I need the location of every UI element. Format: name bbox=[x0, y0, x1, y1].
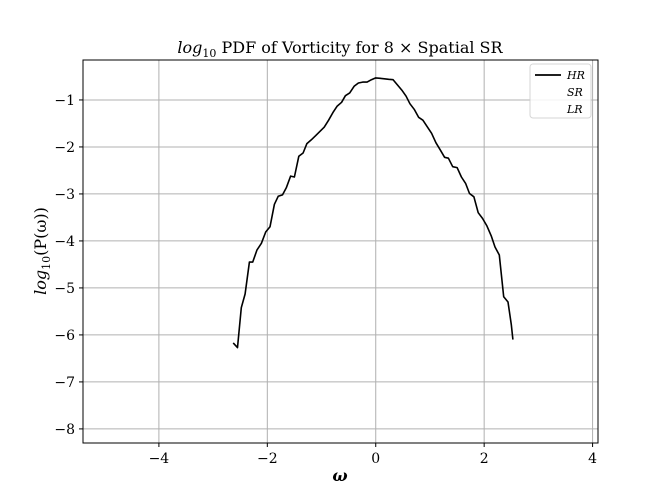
x-tick-label: 2 bbox=[480, 451, 489, 467]
axes-frame bbox=[82, 59, 599, 444]
x-axis-label: ω bbox=[332, 466, 347, 485]
x-tick-label: −2 bbox=[257, 451, 278, 467]
series-line-hr bbox=[232, 77, 514, 349]
ylabel-log: log bbox=[31, 270, 50, 295]
x-tick-label: 4 bbox=[588, 451, 597, 467]
y-axis-label: log10(P(ω)) bbox=[31, 207, 53, 295]
legend-label-lr: LR bbox=[566, 103, 583, 116]
legend-label-sr: SR bbox=[567, 86, 583, 99]
ylabel-rest: (P(ω)) bbox=[31, 207, 50, 256]
y-tick-label: −6 bbox=[54, 328, 75, 344]
ylabel-log-subscript: 10 bbox=[40, 256, 53, 270]
tick-marks bbox=[79, 99, 594, 447]
legend-label-hr: HR bbox=[566, 69, 585, 82]
y-tick-label: −2 bbox=[54, 140, 75, 156]
y-tick-label: −8 bbox=[54, 422, 75, 438]
legend-box bbox=[529, 63, 592, 119]
chart-title: log10 PDF of Vorticity for 8 × Spatial S… bbox=[177, 38, 503, 60]
y-tick-label: −1 bbox=[54, 93, 75, 109]
series-layer bbox=[232, 77, 514, 349]
y-tick-label: −7 bbox=[54, 375, 75, 391]
legend: HR SR LR bbox=[529, 63, 592, 119]
y-tick-label: −3 bbox=[54, 187, 75, 203]
y-tick-label: −5 bbox=[54, 281, 75, 297]
x-tick-label: 0 bbox=[371, 451, 380, 467]
title-log-subscript: 10 bbox=[202, 47, 216, 60]
x-tick-label: −4 bbox=[149, 451, 170, 467]
title-log: log bbox=[177, 38, 202, 57]
y-tick-label: −4 bbox=[54, 234, 75, 250]
title-rest: PDF of Vorticity for 8 × Spatial SR bbox=[216, 38, 503, 57]
